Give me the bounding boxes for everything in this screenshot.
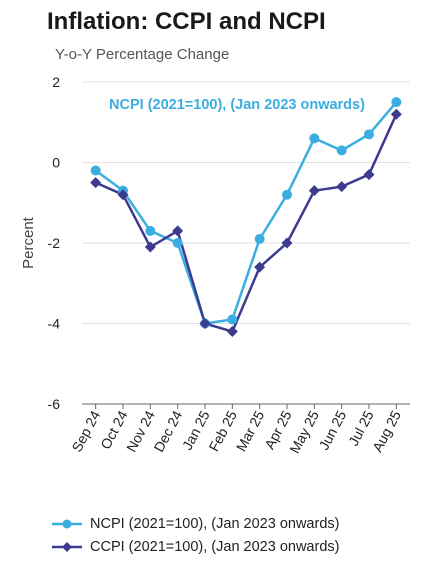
- y-tick-label: -2: [48, 235, 61, 251]
- chart-title: Inflation: CCPI and NCPI: [47, 8, 326, 35]
- series-line-ncpi: [94, 101, 398, 325]
- data-point-ccpi: [390, 108, 402, 120]
- data-point-ccpi: [336, 181, 348, 193]
- data-point-ccpi: [90, 177, 102, 189]
- y-tick-label: -4: [48, 316, 61, 332]
- legend-marker-ncpi: [52, 519, 82, 528]
- data-point-ccpi: [308, 185, 320, 197]
- chart-subtitle: Y-o-Y Percentage Change: [55, 46, 230, 63]
- legend-marker-ccpi: [52, 541, 82, 552]
- data-point-ncpi: [145, 225, 156, 236]
- data-point-ncpi: [336, 145, 347, 156]
- y-tick-label: 0: [52, 155, 60, 171]
- data-point-ccpi: [199, 318, 211, 329]
- data-point-ncpi: [254, 233, 265, 244]
- x-tick-label: Sep 24: [68, 408, 103, 455]
- data-point-ccpi: [144, 241, 156, 253]
- data-point-ccpi: [226, 326, 238, 338]
- series-annotation: NCPI (2021=100), (Jan 2023 onwards): [109, 97, 365, 113]
- y-axis-label: Percent: [20, 216, 37, 269]
- legend-label-ncpi: NCPI (2021=100), (Jan 2023 onwards): [90, 515, 340, 532]
- data-point-ccpi: [117, 189, 129, 201]
- data-point-ccpi: [172, 225, 184, 237]
- data-point-ncpi: [90, 165, 101, 176]
- x-tick-label: Jun 25: [315, 408, 349, 453]
- y-tick-label: 2: [52, 74, 60, 90]
- data-point-ccpi: [281, 237, 293, 249]
- chart-legend: NCPI (2021=100), (Jan 2023 onwards) CCPI…: [50, 512, 339, 558]
- legend-item-ncpi: NCPI (2021=100), (Jan 2023 onwards): [50, 512, 339, 535]
- y-tick-label: -6: [48, 396, 61, 412]
- data-point-ncpi: [309, 133, 320, 144]
- data-point-ccpi: [254, 261, 266, 273]
- data-point-ncpi: [364, 129, 374, 140]
- legend-label-ccpi: CCPI (2021=100), (Jan 2023 onwards): [90, 538, 340, 555]
- series-line-ccpi: [95, 113, 398, 333]
- data-point-ncpi: [391, 97, 402, 108]
- data-point-ncpi: [172, 238, 183, 248]
- data-point-ncpi: [282, 189, 292, 200]
- legend-item-ccpi: CCPI (2021=100), (Jan 2023 onwards): [50, 535, 339, 558]
- data-point-ncpi: [227, 314, 238, 325]
- data-point-ccpi: [363, 169, 375, 181]
